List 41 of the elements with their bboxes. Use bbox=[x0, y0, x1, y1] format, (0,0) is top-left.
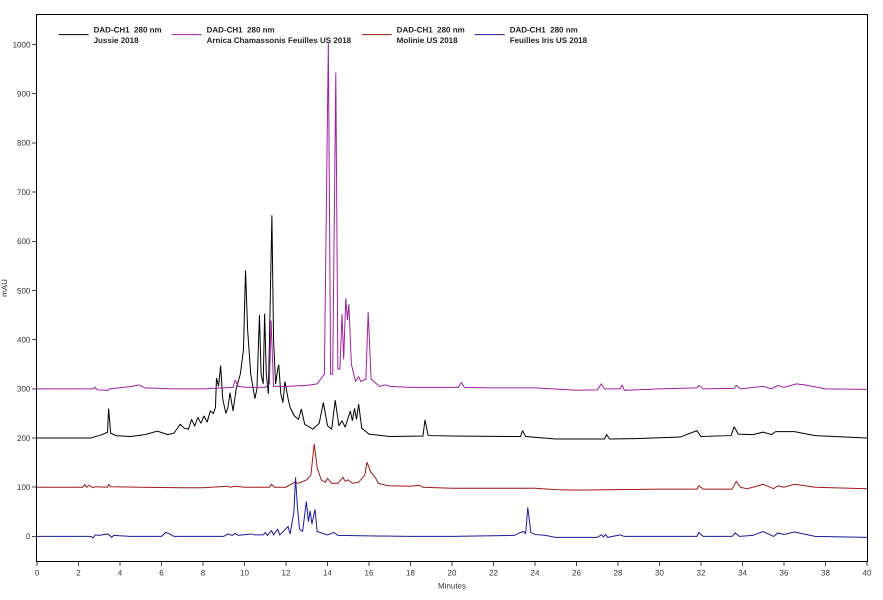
x-tick-label: 16 bbox=[364, 568, 374, 578]
x-tick-label: 40 bbox=[862, 568, 872, 578]
line-series bbox=[37, 476, 867, 538]
x-tick-label: 0 bbox=[34, 568, 40, 578]
x-tick-label: 12 bbox=[282, 568, 291, 578]
y-tick-label: 0 bbox=[26, 532, 31, 542]
legend-label: DAD-CH1 280 nm Feuilles Iris US 2018 bbox=[510, 26, 588, 45]
legend-label: DAD-CH1 280 nm Arnica Chamassonis Feuilles US 2018 bbox=[206, 26, 352, 45]
x-tick-label: 22 bbox=[489, 568, 498, 578]
y-tick-label: 100 bbox=[17, 483, 31, 492]
line-series bbox=[37, 443, 867, 491]
x-axis-title: Minutes bbox=[438, 582, 466, 591]
y-axis-title: mAU bbox=[0, 278, 9, 297]
y-tick-label: 700 bbox=[17, 188, 31, 197]
x-tick-label: 24 bbox=[530, 568, 540, 578]
x-tick-label: 20 bbox=[448, 568, 457, 578]
x-tick-label: 2 bbox=[76, 568, 82, 578]
legend-label: DAD-CH1 280 nm Jussie 2018 bbox=[94, 26, 162, 45]
x-tick-label: 14 bbox=[323, 568, 332, 578]
x-tick-label: 30 bbox=[655, 568, 664, 578]
x-tick-label: 38 bbox=[821, 568, 830, 578]
y-tick-label: 500 bbox=[17, 286, 31, 296]
x-tick-label: 32 bbox=[696, 568, 706, 578]
x-tick-label: 36 bbox=[780, 568, 789, 578]
y-tick-label: 800 bbox=[17, 138, 31, 148]
x-tick-label: 8 bbox=[200, 568, 206, 578]
x-tick-label: 18 bbox=[406, 568, 416, 578]
y-tick-label: 200 bbox=[17, 434, 31, 443]
x-tick-label: 4 bbox=[118, 568, 123, 578]
y-tick-label: 400 bbox=[17, 335, 31, 344]
legend-label: DAD-CH1 280 nm Molinie US 2018 bbox=[396, 26, 465, 45]
y-tick-label: 1000 bbox=[12, 40, 31, 50]
y-tick-label: 300 bbox=[17, 384, 31, 394]
x-tick-label: 26 bbox=[572, 568, 582, 578]
x-tick-label: 6 bbox=[159, 568, 164, 578]
x-tick-label: 34 bbox=[738, 568, 748, 578]
x-tick-label: 28 bbox=[614, 568, 623, 578]
line-series bbox=[37, 42, 867, 391]
x-tick-label: 10 bbox=[240, 568, 250, 578]
y-tick-label: 900 bbox=[17, 90, 31, 98]
y-tick-label: 600 bbox=[17, 237, 31, 246]
